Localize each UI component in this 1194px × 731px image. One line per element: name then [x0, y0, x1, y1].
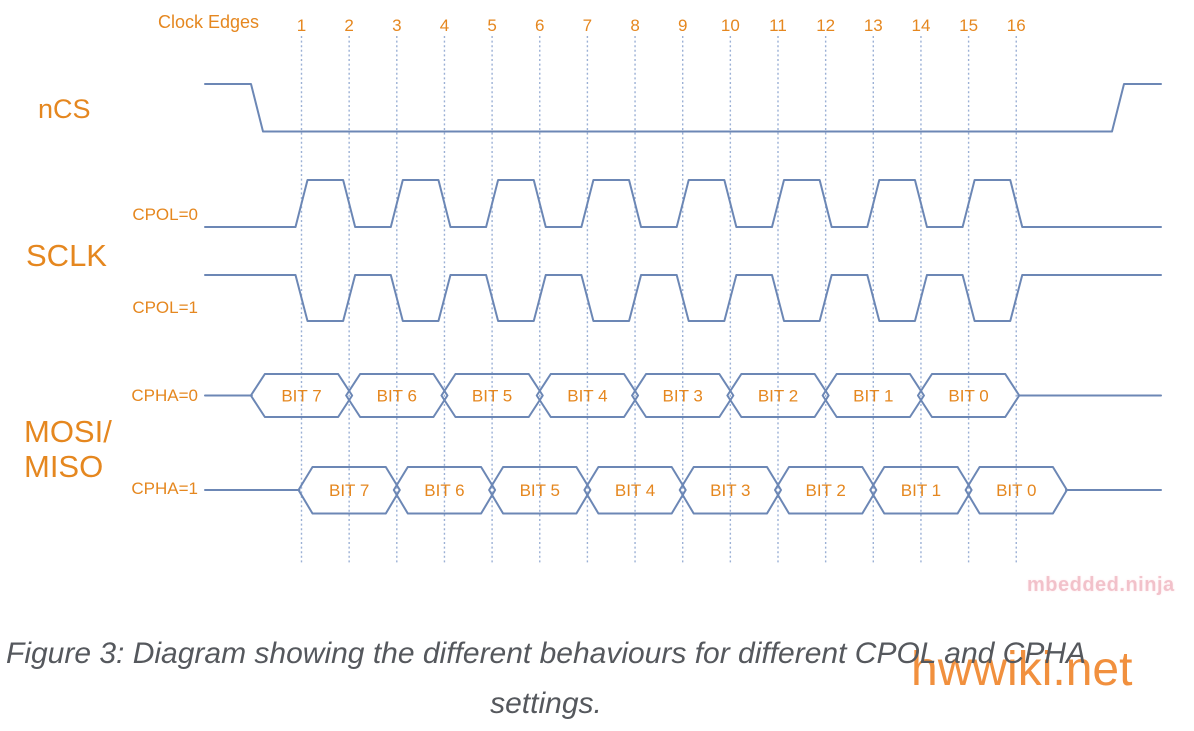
cpha1-bit-label: BIT 2: [805, 481, 845, 500]
cpha1-bit-cell: [392, 466, 497, 515]
cpha0-bit-label: BIT 6: [377, 387, 417, 406]
cpha0-bit-cell: [726, 373, 830, 418]
cpha1-bit-cell: [678, 466, 782, 515]
clock-edge-number: 1: [297, 16, 306, 35]
cpha0-label: CPHA=0: [131, 386, 198, 405]
cpha0-bit-cell: [631, 373, 735, 418]
cpha1-bit-label: BIT 5: [520, 481, 560, 500]
cpha1-bit-label: BIT 1: [901, 481, 941, 500]
cpol1-label: CPOL=1: [132, 298, 198, 317]
sclk-cpol0-waveform: [204, 179, 1162, 228]
cpha0-bit-cell: [249, 373, 354, 418]
sclk-signal-label: SCLK: [26, 238, 107, 273]
figure-caption-line1: Figure 3: Diagram showing the different …: [6, 637, 1086, 670]
clock-edge-number: 16: [1007, 16, 1026, 35]
clock-edge-number: 11: [769, 16, 787, 35]
cpha0-bit-cell: [916, 373, 1021, 418]
cpha1-bit-cell: [583, 466, 687, 515]
cpha1-bit-label: BIT 3: [710, 481, 750, 500]
cpha1-label: CPHA=1: [131, 479, 198, 498]
mbedded-ninja-watermark: mbedded.ninja: [1027, 574, 1175, 596]
cpha0-bit-cell: [440, 373, 544, 418]
cpha1-bit-label: BIT 7: [329, 481, 369, 500]
cpol0-label: CPOL=0: [132, 205, 198, 224]
cpha0-bit-label: BIT 4: [567, 387, 607, 406]
clock-edge-number: 5: [487, 16, 496, 35]
cpha0-bit-label: BIT 0: [948, 387, 988, 406]
cpha0-bit-cell: [821, 373, 925, 418]
cpha1-bit-cell: [774, 466, 878, 515]
cpha1-bit-label: BIT 6: [424, 481, 464, 500]
miso-label-line: MISO: [24, 449, 104, 484]
ncs-signal-label: nCS: [38, 94, 91, 124]
clock-edge-number: 9: [678, 16, 687, 35]
clock-edge-number: 6: [535, 16, 544, 35]
clock-edge-number: 2: [344, 16, 353, 35]
figure-caption-line2: settings.: [490, 687, 602, 720]
sclk-cpol1-waveform: [204, 274, 1162, 322]
cpha1-bit-label: BIT 0: [996, 481, 1036, 500]
clock-edge-number: 15: [959, 16, 978, 35]
cpha0-bit-label: BIT 7: [281, 387, 321, 406]
cpha0-bit-cell: [535, 373, 640, 418]
clock-edge-number: 3: [392, 16, 401, 35]
clock-edge-number: 7: [583, 16, 592, 35]
hwwiki-watermark: hwwiki.net: [911, 643, 1133, 696]
clock-edge-number: 10: [721, 16, 740, 35]
cpha0-bit-cell: [345, 373, 449, 418]
clock-edge-number: 13: [864, 16, 883, 35]
cpha1-bit-cell: [964, 466, 1068, 515]
clock-edge-number: 14: [911, 16, 930, 35]
ncs-waveform: [204, 83, 1162, 133]
figure-caption: Figure 3: Diagram showing the different …: [0, 636, 1092, 722]
clock-edge-number: 8: [630, 16, 639, 35]
cpha0-bit-label: BIT 1: [853, 387, 893, 406]
clock-edge-number: 12: [816, 16, 835, 35]
mosi-label-line: MOSI/: [24, 414, 112, 449]
cpha1-bit-cell: [297, 466, 401, 515]
cpha0-bit-label: BIT 5: [472, 387, 512, 406]
cpha1-bit-cell: [488, 466, 592, 515]
mosi-miso-signal-label: MOSI/ MISO: [24, 414, 112, 484]
cpha1-bit-cell: [869, 466, 973, 515]
cpha1-bit-label: BIT 4: [615, 481, 655, 500]
cpha0-bit-label: BIT 3: [663, 387, 703, 406]
clock-edges-label: Clock Edges: [158, 12, 260, 32]
clock-edge-number: 4: [440, 16, 449, 35]
cpha0-bit-label: BIT 2: [758, 387, 798, 406]
